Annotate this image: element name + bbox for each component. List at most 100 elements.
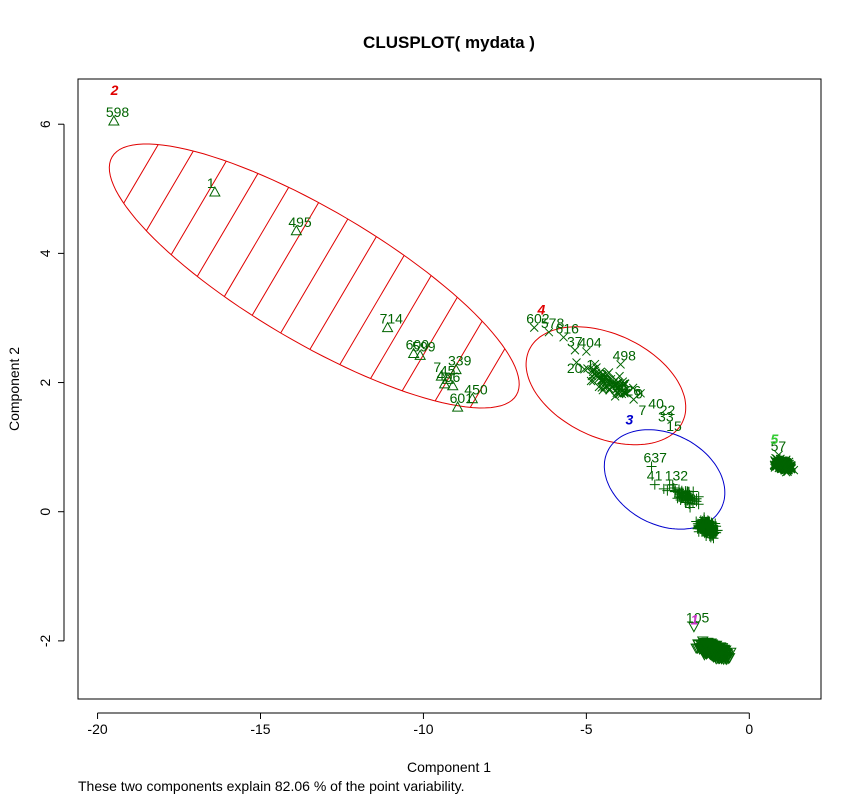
point-triangle <box>446 379 459 391</box>
point-label: 45 <box>440 362 456 378</box>
point-plus <box>689 495 700 506</box>
point-label: 339 <box>448 353 472 369</box>
cluster-4-cloud <box>572 358 645 404</box>
point-triangle <box>107 114 120 126</box>
point-x <box>529 323 539 332</box>
point-triangle-down <box>723 653 736 664</box>
point-x <box>781 464 791 474</box>
point-x <box>628 383 638 393</box>
point-triangle-down <box>708 646 720 658</box>
point-triangle <box>451 401 464 412</box>
cloud-point-label: 15 <box>666 418 682 434</box>
point-plus <box>683 490 694 501</box>
cluster-2-shade-line <box>170 160 227 255</box>
point-x <box>636 388 645 398</box>
point-label: 132 <box>665 468 689 484</box>
point-label: 4 <box>437 367 445 383</box>
point-plus <box>667 479 678 490</box>
point-plus <box>649 479 660 490</box>
cloud-point-label: 33 <box>658 408 674 424</box>
point-plus <box>704 528 715 539</box>
chart-title: CLUSPLOT( mydata ) <box>363 33 535 52</box>
point-x <box>615 371 624 381</box>
point-plus <box>695 523 706 534</box>
point-x <box>614 389 624 399</box>
x-axis-label: Component 1 <box>407 759 491 775</box>
point-triangle <box>290 224 303 236</box>
cluster-2-shade-line <box>370 275 432 379</box>
point-plus <box>697 521 708 532</box>
cluster-4-number: 4 <box>536 302 545 318</box>
point-x <box>789 465 799 475</box>
point-plus <box>676 489 687 500</box>
point-plus <box>681 491 692 502</box>
y-axis-label: Component 2 <box>6 347 22 431</box>
cluster-5-number: 5 <box>770 431 778 447</box>
point-x <box>616 360 625 369</box>
y-tick-label: 2 <box>37 378 53 386</box>
cloud-point-label: 44 <box>612 379 628 395</box>
cloud-point-label: 20 <box>567 360 583 376</box>
point-x <box>600 383 609 392</box>
point-label: 599 <box>412 338 436 354</box>
point-label: 450 <box>464 382 488 398</box>
point-plus <box>646 461 657 472</box>
point-label: 602 <box>526 311 550 327</box>
point-triangle-down <box>688 622 700 633</box>
x-tick-label: -5 <box>580 721 593 737</box>
x-tick-label: -20 <box>87 721 107 737</box>
point-label: 616 <box>556 320 580 336</box>
point-x <box>544 327 554 337</box>
point-triangle-down <box>703 644 715 655</box>
cloud-point-label: 1 <box>586 357 594 373</box>
cluster-4-ellipse <box>525 326 687 446</box>
y-tick-label: 6 <box>37 120 53 128</box>
cloud-point-label: 3 <box>599 366 607 382</box>
x-tick-label: -15 <box>250 721 270 737</box>
point-x <box>586 376 596 386</box>
point-plus <box>684 499 695 510</box>
point-x <box>604 368 614 377</box>
point-x <box>570 345 580 355</box>
point-x <box>606 374 616 384</box>
x-axis: -20 -15 -10 -5 0 <box>87 712 753 737</box>
point-x <box>620 379 630 388</box>
point-label: 37 <box>567 333 583 349</box>
point-plus <box>674 487 685 498</box>
point-x <box>582 347 591 356</box>
point-x <box>774 450 783 460</box>
point-label: 105 <box>686 610 710 626</box>
cluster-2-number: 2 <box>110 82 119 98</box>
point-label: 96 <box>445 369 461 385</box>
point-label: 41 <box>647 468 663 484</box>
point-label: 578 <box>541 315 565 331</box>
point-plus <box>691 516 702 527</box>
point-x <box>605 385 614 395</box>
point-plus <box>699 528 710 539</box>
cluster-5-cloud <box>769 453 799 477</box>
point-label: 495 <box>288 214 312 230</box>
cluster-2-shade-line <box>251 202 320 316</box>
point-label: 637 <box>644 450 668 466</box>
point-triangle <box>438 377 451 389</box>
point-x <box>776 463 786 473</box>
point-x <box>617 389 627 399</box>
cluster-2-shade-line <box>280 218 349 334</box>
point-plus <box>670 486 681 497</box>
x-tick-label: 0 <box>745 721 753 737</box>
cluster-2-ellipse <box>108 143 520 409</box>
point-triangle <box>407 347 420 358</box>
point-label: 57 <box>771 438 787 454</box>
cluster-2-shade-line <box>401 297 458 392</box>
cloud-point-label: 26 <box>625 382 641 398</box>
point-x <box>583 364 592 373</box>
point-x <box>588 367 598 377</box>
cluster-1-cloud <box>690 636 737 666</box>
point-triangle-down <box>709 647 722 659</box>
cluster-2-shade-line <box>223 187 290 297</box>
plot-frame <box>77 78 822 700</box>
y-tick-label: -2 <box>37 634 53 647</box>
cluster-1-number: 1 <box>691 612 699 628</box>
point-triangle <box>209 185 221 197</box>
